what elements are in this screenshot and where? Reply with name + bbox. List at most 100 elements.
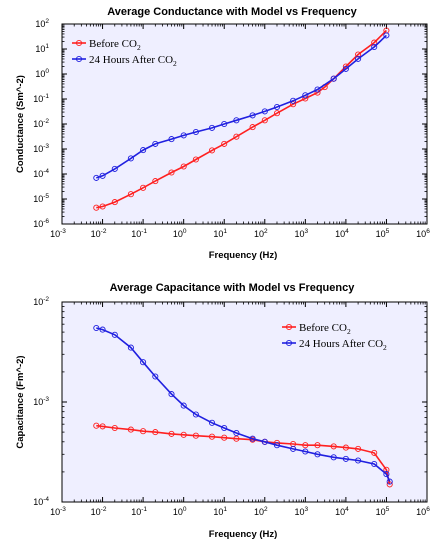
capacitance-x-tick-label: 102 [254, 506, 268, 517]
capacitance-legend-marker-1 [285, 339, 293, 347]
conductance-y-axis-label: Conductance (Sm^-2) [15, 75, 26, 173]
conductance-x-tick-label: 106 [416, 228, 430, 239]
conductance-series-1-point [168, 136, 175, 143]
capacitance-series-0-point [168, 430, 175, 437]
conductance-series-1-point [330, 75, 337, 82]
capacitance-series-0-line [96, 424, 391, 485]
capacitance-series-0-point [111, 424, 118, 432]
capacitance-series-1-point [180, 402, 187, 409]
capacitance-series-0-point [342, 444, 349, 451]
capacitance-title: Average Capacitance with Model vs Freque… [110, 282, 356, 294]
conductance-series-0-point [233, 133, 240, 140]
capacitance-series-1-point [383, 471, 390, 478]
conductance-x-tick-label: 100 [173, 228, 187, 239]
conductance-x-tick-label: 103 [295, 228, 309, 239]
capacitance-x-tick-label: 100 [173, 506, 187, 517]
conductance-legend-marker-0 [75, 39, 83, 47]
conductance-x-tick-label: 10-2 [91, 228, 107, 239]
capacitance-series-0-point [180, 431, 187, 438]
conductance-x-tick-label: 105 [376, 228, 390, 239]
capacitance-series-1-point [168, 391, 175, 398]
conductance-series-0-point [127, 191, 134, 198]
capacitance-series-1-point [233, 429, 240, 437]
conductance-y-tick-label: 101 [35, 43, 49, 54]
conductance-series-1-point [127, 155, 134, 162]
conductance-series-1-point [290, 97, 297, 104]
conductance-series-1-point [180, 132, 187, 139]
capacitance-series-1-point [140, 359, 147, 366]
capacitance-series-1-point [93, 324, 100, 332]
capacitance-series-0-point [152, 429, 159, 436]
capacitance-series-1-point [290, 445, 297, 452]
conductance-series-1-point [371, 43, 378, 51]
conductance-y-tick-label: 10-1 [33, 93, 49, 104]
capacitance-x-tick-label: 101 [213, 506, 227, 517]
conductance-series-0-point [180, 163, 187, 170]
conductance-series-0-point [249, 124, 256, 131]
capacitance-series-0-point [383, 466, 390, 473]
capacitance-chart: Average Capacitance with Model vs Freque… [15, 282, 430, 540]
conductance-series-1-point [302, 92, 309, 99]
conductance-series-1-point [140, 147, 147, 154]
capacitance-x-tick-label: 106 [416, 506, 430, 517]
capacitance-series-0-point [93, 422, 100, 429]
capacitance-series-0-point [233, 435, 240, 442]
conductance-series-1-point [192, 128, 199, 136]
conductance-y-tick-label: 10-5 [33, 193, 49, 204]
conductance-y-tick-label: 102 [35, 18, 49, 29]
conductance-series-0-point [261, 117, 268, 124]
capacitance-legend-label-0: Before CO2 [299, 322, 351, 336]
capacitance-series-1-line [96, 327, 391, 482]
capacitance-legend-marker-0 [285, 323, 293, 331]
capacitance-series-0-point [302, 442, 309, 449]
capacitance-series-1-point [314, 451, 321, 458]
capacitance-series-0-point [208, 433, 216, 440]
conductance-legend-marker-1 [75, 55, 83, 63]
conductance-series-1-point [111, 165, 118, 172]
conductance-series-1-point [93, 174, 100, 181]
capacitance-x-tick-label: 10-1 [131, 506, 147, 517]
conductance-series-1-point [261, 108, 268, 115]
conductance-y-tick-label: 10-6 [33, 218, 49, 229]
capacitance-plot-area [61, 301, 428, 503]
capacitance-y-axis-label: Capacitance (Fm^-2) [15, 355, 26, 448]
capacitance-x-tick-label: 10-2 [91, 506, 107, 517]
conductance-series-0-point [221, 140, 228, 147]
conductance-title: Average Conductance with Model vs Freque… [107, 6, 357, 18]
conductance-x-tick-label: 10-1 [131, 228, 147, 239]
conductance-series-1-point [273, 103, 281, 111]
capacitance-legend-label-1: 24 Hours After CO2 [299, 338, 387, 352]
capacitance-x-tick-label: 105 [376, 506, 390, 517]
capacitance-y-tick-label: 10-2 [33, 296, 49, 307]
capacitance-series-1-point [208, 419, 216, 426]
capacitance-series-1-point [152, 373, 159, 380]
capacitance-series-1-point [127, 344, 134, 351]
conductance-x-tick-label: 101 [213, 228, 227, 239]
capacitance-series-0-point [330, 443, 337, 450]
conductance-series-0-point [168, 169, 175, 176]
capacitance-series-1-point [273, 442, 281, 449]
conductance-series-0-point [208, 147, 216, 154]
conductance-series-1-point [342, 65, 349, 72]
conductance-series-0-point [152, 178, 159, 185]
capacitance-series-1-point [330, 454, 337, 461]
capacitance-series-0-point [355, 445, 362, 452]
conductance-legend-label-0: Before CO2 [89, 38, 141, 52]
conductance-series-0-point [99, 203, 106, 210]
conductance-x-tick-label: 104 [335, 228, 349, 239]
conductance-series-0-point [111, 199, 118, 206]
capacitance-series-1-point [355, 457, 362, 464]
capacitance-series-0-point [192, 432, 199, 439]
capacitance-x-tick-label: 103 [295, 506, 309, 517]
conductance-series-0-point [355, 51, 362, 58]
conductance-series-1-point [314, 86, 321, 93]
conductance-x-tick-label: 102 [254, 228, 268, 239]
conductance-plot-area [61, 23, 428, 225]
conductance-series-1-line [96, 34, 387, 179]
conductance-y-tick-label: 100 [35, 68, 49, 79]
capacitance-y-tick-label: 10-4 [33, 496, 49, 507]
conductance-series-0-point [140, 184, 147, 191]
conductance-series-1-point [99, 172, 106, 179]
conductance-series-1-point [152, 140, 159, 147]
